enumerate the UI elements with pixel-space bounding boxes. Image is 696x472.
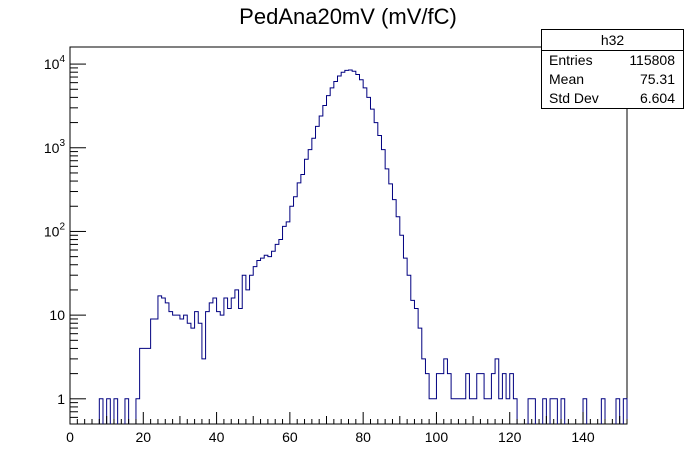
x-tick-label: 100 (425, 429, 449, 445)
histogram-series (98, 69, 628, 424)
y-tick-label: 10 (49, 307, 65, 323)
x-tick-label: 120 (498, 429, 522, 445)
stats-box: h32 Entries 115808 Mean 75.31 Std Dev 6.… (541, 29, 684, 109)
y-tick-label: 103 (44, 138, 66, 156)
x-tick-label: 40 (209, 429, 225, 445)
stats-label: Mean (549, 71, 585, 87)
histogram-line (98, 69, 628, 424)
x-axis: 0 20 40 60 80 100 120 140 (66, 412, 628, 445)
x-tick-label: 20 (136, 429, 152, 445)
x-tick-label: 0 (66, 429, 74, 445)
stats-value: 75.31 (639, 71, 675, 87)
chart-title: PedAna20mV (mV/fC) (239, 4, 457, 29)
stats-row-mean: Mean 75.31 (542, 70, 683, 89)
y-tick-label: 102 (44, 221, 66, 239)
stats-histogram-name: h32 (542, 30, 683, 51)
x-tick-label: 140 (571, 429, 595, 445)
stats-row-stddev: Std Dev 6.604 (542, 89, 683, 108)
x-tick-label: 60 (282, 429, 298, 445)
y-axis: 1 10 102 103 104 (44, 54, 86, 425)
y-tick-label: 104 (44, 54, 66, 72)
stats-label: Std Dev (549, 90, 599, 106)
stats-label: Entries (549, 52, 593, 68)
stats-value: 115808 (629, 52, 675, 68)
stats-value: 6.604 (639, 90, 675, 106)
x-tick-label: 80 (355, 429, 371, 445)
y-tick-label: 1 (57, 391, 65, 407)
stats-row-entries: Entries 115808 (542, 51, 683, 70)
